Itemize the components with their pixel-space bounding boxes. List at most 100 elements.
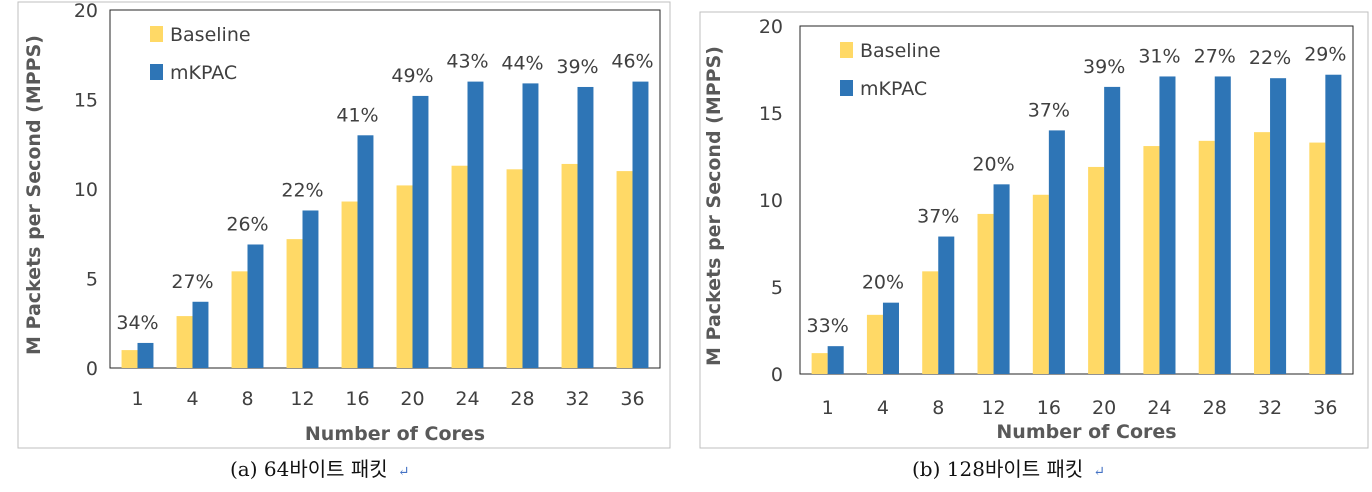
bar-mkpac bbox=[1104, 86, 1121, 375]
bar-baseline bbox=[866, 314, 883, 374]
bar-mkpac bbox=[827, 346, 844, 374]
bar-baseline bbox=[121, 350, 138, 368]
improvement-label: 46% bbox=[611, 51, 653, 73]
caption-a-text: (a) 64바이트 패킷 bbox=[230, 457, 388, 481]
x-tick-label: 1 bbox=[131, 388, 143, 410]
bar-baseline bbox=[561, 163, 578, 368]
x-tick-label: 12 bbox=[290, 388, 314, 410]
improvement-label: 41% bbox=[336, 104, 378, 126]
improvement-label: 29% bbox=[1304, 44, 1346, 66]
x-tick-label: 32 bbox=[1258, 397, 1282, 419]
bar-mkpac bbox=[993, 184, 1010, 374]
legend-label-mkpac: mKPAC bbox=[860, 78, 927, 100]
caption-b-text: (b) 128바이트 패킷 bbox=[912, 457, 1084, 481]
improvement-label: 20% bbox=[862, 272, 904, 294]
improvement-label: 33% bbox=[807, 315, 849, 337]
x-tick-label: 16 bbox=[345, 388, 369, 410]
improvement-label: 22% bbox=[1249, 47, 1291, 69]
improvement-label: 49% bbox=[391, 65, 433, 87]
x-tick-label: 4 bbox=[877, 397, 889, 419]
bar-baseline bbox=[977, 213, 994, 374]
bar-baseline bbox=[1198, 140, 1215, 374]
x-tick-label: 20 bbox=[400, 388, 424, 410]
chart-a: 0 5 10 15 20 34% 1 27% 4 26% 8 22% 12 41% 16 49% 20 43% 24… bbox=[17, 0, 671, 449]
improvement-label: 20% bbox=[972, 153, 1014, 175]
bar-mkpac bbox=[577, 86, 594, 368]
bar-mkpac bbox=[1270, 78, 1287, 374]
bar-baseline bbox=[1309, 142, 1326, 374]
y-axis-title: M Packets per Second (MPPS) bbox=[703, 46, 725, 366]
bar-baseline bbox=[231, 271, 248, 368]
bar-mkpac bbox=[1325, 74, 1342, 374]
x-tick-label: 12 bbox=[981, 397, 1005, 419]
x-axis-title: Number of Cores bbox=[305, 423, 485, 445]
bar-mkpac bbox=[522, 83, 539, 368]
bar-baseline bbox=[396, 185, 413, 368]
return-mark-icon: ↵ bbox=[397, 464, 410, 480]
bar-baseline bbox=[1254, 132, 1271, 374]
y-tick-label: 0 bbox=[86, 358, 98, 380]
y-tick-label: 15 bbox=[74, 90, 98, 112]
plot-area-border bbox=[109, 9, 661, 369]
bar-baseline bbox=[1032, 194, 1049, 374]
improvement-label: 26% bbox=[226, 213, 268, 235]
x-tick-label: 1 bbox=[822, 397, 834, 419]
bar-baseline bbox=[1088, 166, 1105, 374]
bar-baseline bbox=[811, 353, 828, 374]
x-tick-label: 28 bbox=[510, 388, 534, 410]
improvement-label: 27% bbox=[171, 271, 213, 293]
bar-baseline bbox=[451, 165, 468, 368]
legend-swatch-baseline bbox=[150, 26, 163, 42]
return-mark-icon: ↵ bbox=[1093, 464, 1106, 480]
improvement-label: 22% bbox=[281, 179, 323, 201]
bar-baseline bbox=[176, 316, 193, 368]
y-tick-label: 5 bbox=[771, 277, 783, 299]
bar-mkpac bbox=[302, 210, 319, 368]
chart-frame bbox=[699, 11, 1369, 449]
bar-mkpac bbox=[357, 135, 374, 368]
bar-baseline bbox=[1143, 146, 1160, 374]
bar-baseline bbox=[341, 201, 358, 368]
x-tick-label: 24 bbox=[455, 388, 479, 410]
x-tick-label: 36 bbox=[1313, 397, 1337, 419]
legend-label-baseline: Baseline bbox=[170, 24, 251, 46]
legend-swatch-baseline bbox=[840, 42, 853, 58]
chart-frame bbox=[17, 1, 671, 449]
legend-label-mkpac: mKPAC bbox=[170, 62, 237, 84]
y-tick-label: 10 bbox=[74, 179, 98, 201]
bar-mkpac bbox=[412, 95, 429, 369]
legend-swatch-mkpac bbox=[840, 80, 853, 96]
caption-b: (b) 128바이트 패킷 ↵ bbox=[912, 453, 1105, 482]
x-axis-title: Number of Cores bbox=[996, 421, 1176, 443]
x-tick-label: 32 bbox=[565, 388, 589, 410]
y-tick-label: 10 bbox=[759, 190, 783, 212]
x-tick-label: 4 bbox=[186, 388, 198, 410]
y-axis-title: M Packets per Second (MPPS) bbox=[23, 35, 45, 355]
x-tick-label: 28 bbox=[1203, 397, 1227, 419]
improvement-label: 39% bbox=[556, 56, 598, 78]
legend-label-baseline: Baseline bbox=[860, 40, 941, 62]
y-tick-label: 0 bbox=[771, 364, 783, 386]
improvement-label: 43% bbox=[446, 51, 488, 73]
bar-baseline bbox=[506, 169, 523, 368]
bar-mkpac bbox=[1159, 76, 1176, 375]
bar-mkpac bbox=[1214, 76, 1231, 375]
x-tick-label: 24 bbox=[1147, 397, 1171, 419]
y-tick-label: 5 bbox=[86, 269, 98, 291]
x-tick-label: 8 bbox=[932, 397, 944, 419]
bar-mkpac bbox=[192, 301, 209, 368]
y-tick-label: 15 bbox=[759, 103, 783, 125]
caption-a: (a) 64바이트 패킷 ↵ bbox=[230, 453, 409, 482]
bar-mkpac bbox=[467, 81, 484, 368]
bar-mkpac bbox=[632, 81, 649, 368]
improvement-label: 34% bbox=[116, 312, 158, 334]
x-tick-label: 8 bbox=[241, 388, 253, 410]
bar-mkpac bbox=[1048, 130, 1065, 374]
bar-baseline bbox=[286, 239, 303, 368]
improvement-label: 37% bbox=[917, 206, 959, 228]
bar-mkpac bbox=[247, 244, 264, 368]
bar-baseline bbox=[922, 271, 939, 374]
x-tick-label: 20 bbox=[1092, 397, 1116, 419]
bar-mkpac bbox=[137, 342, 154, 368]
improvement-label: 44% bbox=[501, 52, 543, 74]
